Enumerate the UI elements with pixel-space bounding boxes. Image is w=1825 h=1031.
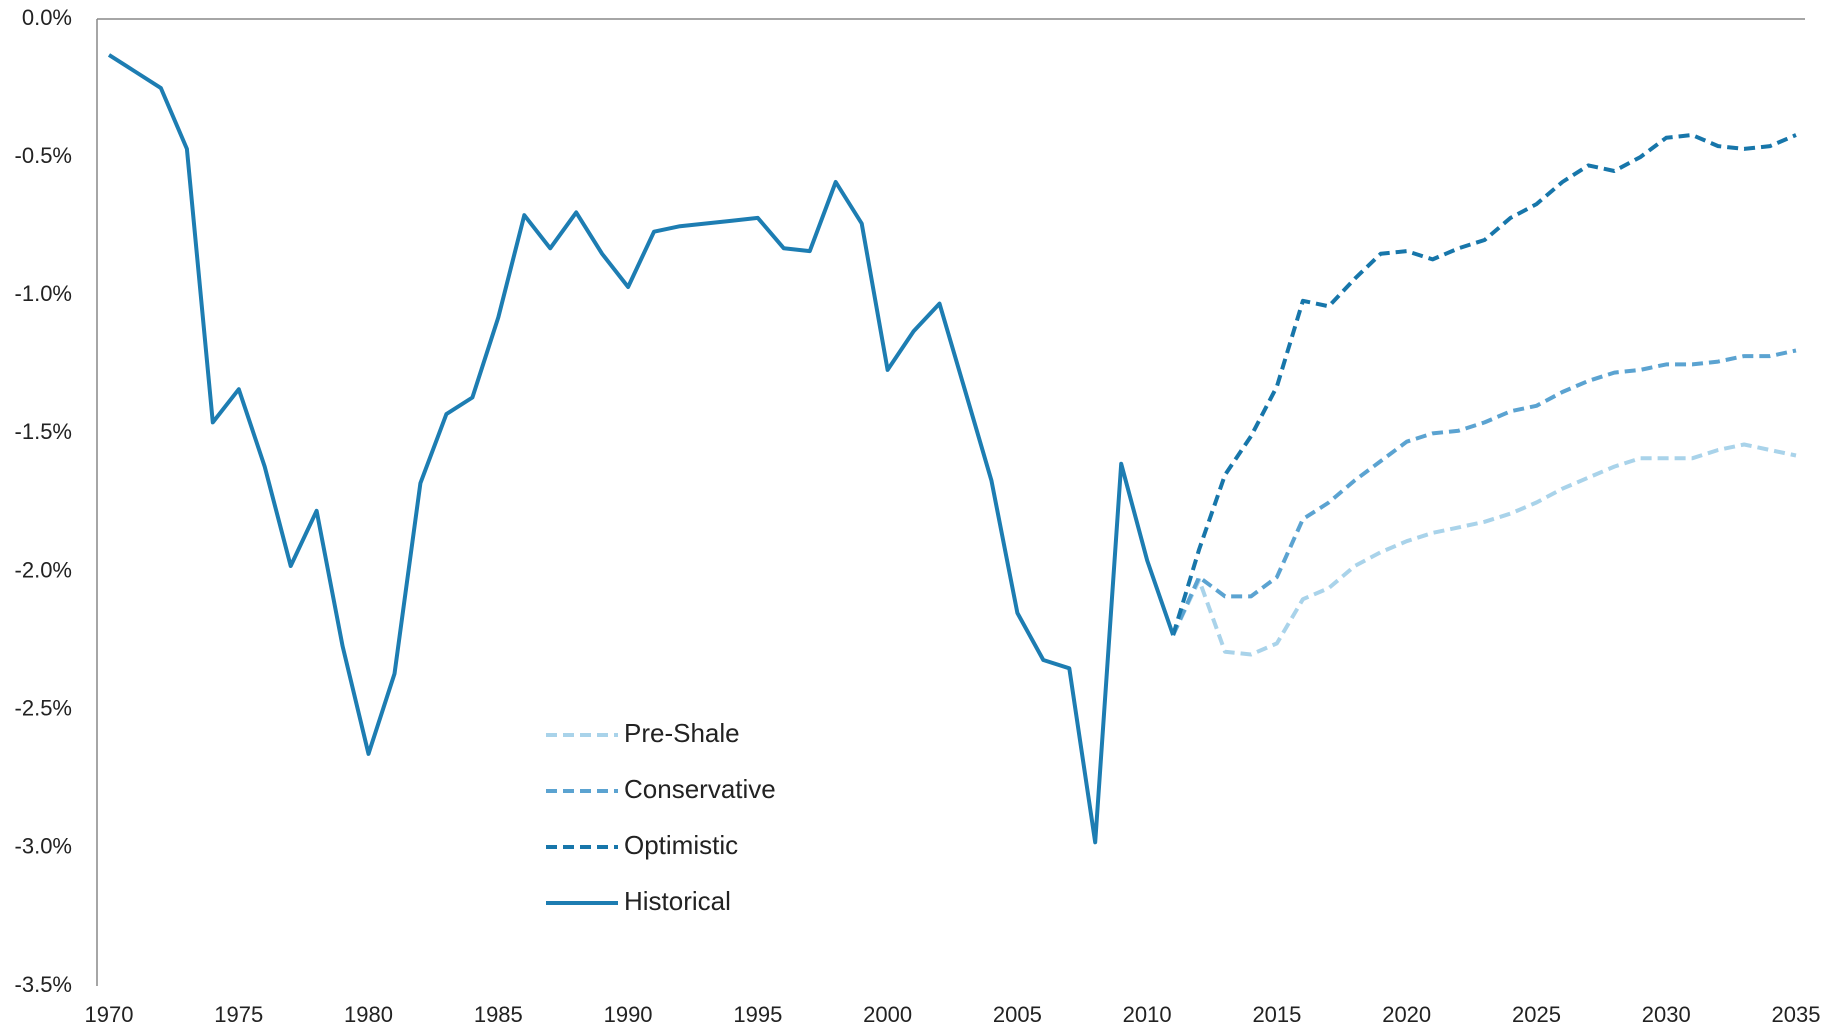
series-line bbox=[1171, 442, 1797, 657]
series-line bbox=[107, 53, 1175, 845]
x-tick-label: 2020 bbox=[1382, 1002, 1431, 1027]
x-tick-label: 1985 bbox=[474, 1002, 523, 1027]
x-tick-label: 1970 bbox=[85, 1002, 134, 1027]
y-tick-label: -0.5% bbox=[15, 143, 72, 168]
y-tick-label: -1.0% bbox=[15, 281, 72, 306]
y-tick-label: -1.5% bbox=[15, 419, 72, 444]
x-tick-label: 1980 bbox=[344, 1002, 393, 1027]
legend-label: Conservative bbox=[624, 774, 776, 804]
x-tick-label: 2010 bbox=[1123, 1002, 1172, 1027]
x-tick-label: 1990 bbox=[604, 1002, 653, 1027]
x-tick-label: 2030 bbox=[1642, 1002, 1691, 1027]
x-tick-label: 2025 bbox=[1512, 1002, 1561, 1027]
y-tick-label: -2.5% bbox=[15, 696, 72, 721]
x-tick-label: 2015 bbox=[1252, 1002, 1301, 1027]
x-tick-label: 1995 bbox=[733, 1002, 782, 1027]
x-tick-label: 2005 bbox=[993, 1002, 1042, 1027]
series-line bbox=[1171, 348, 1797, 636]
series-line bbox=[1171, 133, 1797, 636]
x-tick-label: 2000 bbox=[863, 1002, 912, 1027]
legend-label: Pre-Shale bbox=[624, 718, 740, 748]
legend-label: Historical bbox=[624, 886, 731, 916]
x-tick-label: 2035 bbox=[1772, 1002, 1821, 1027]
y-tick-label: -3.5% bbox=[15, 972, 72, 997]
y-tick-label: -3.0% bbox=[15, 834, 72, 859]
x-tick-label: 1975 bbox=[214, 1002, 263, 1027]
y-tick-label: 0.0% bbox=[22, 5, 72, 30]
y-tick-label: -2.0% bbox=[15, 557, 72, 582]
legend-label: Optimistic bbox=[624, 830, 738, 860]
